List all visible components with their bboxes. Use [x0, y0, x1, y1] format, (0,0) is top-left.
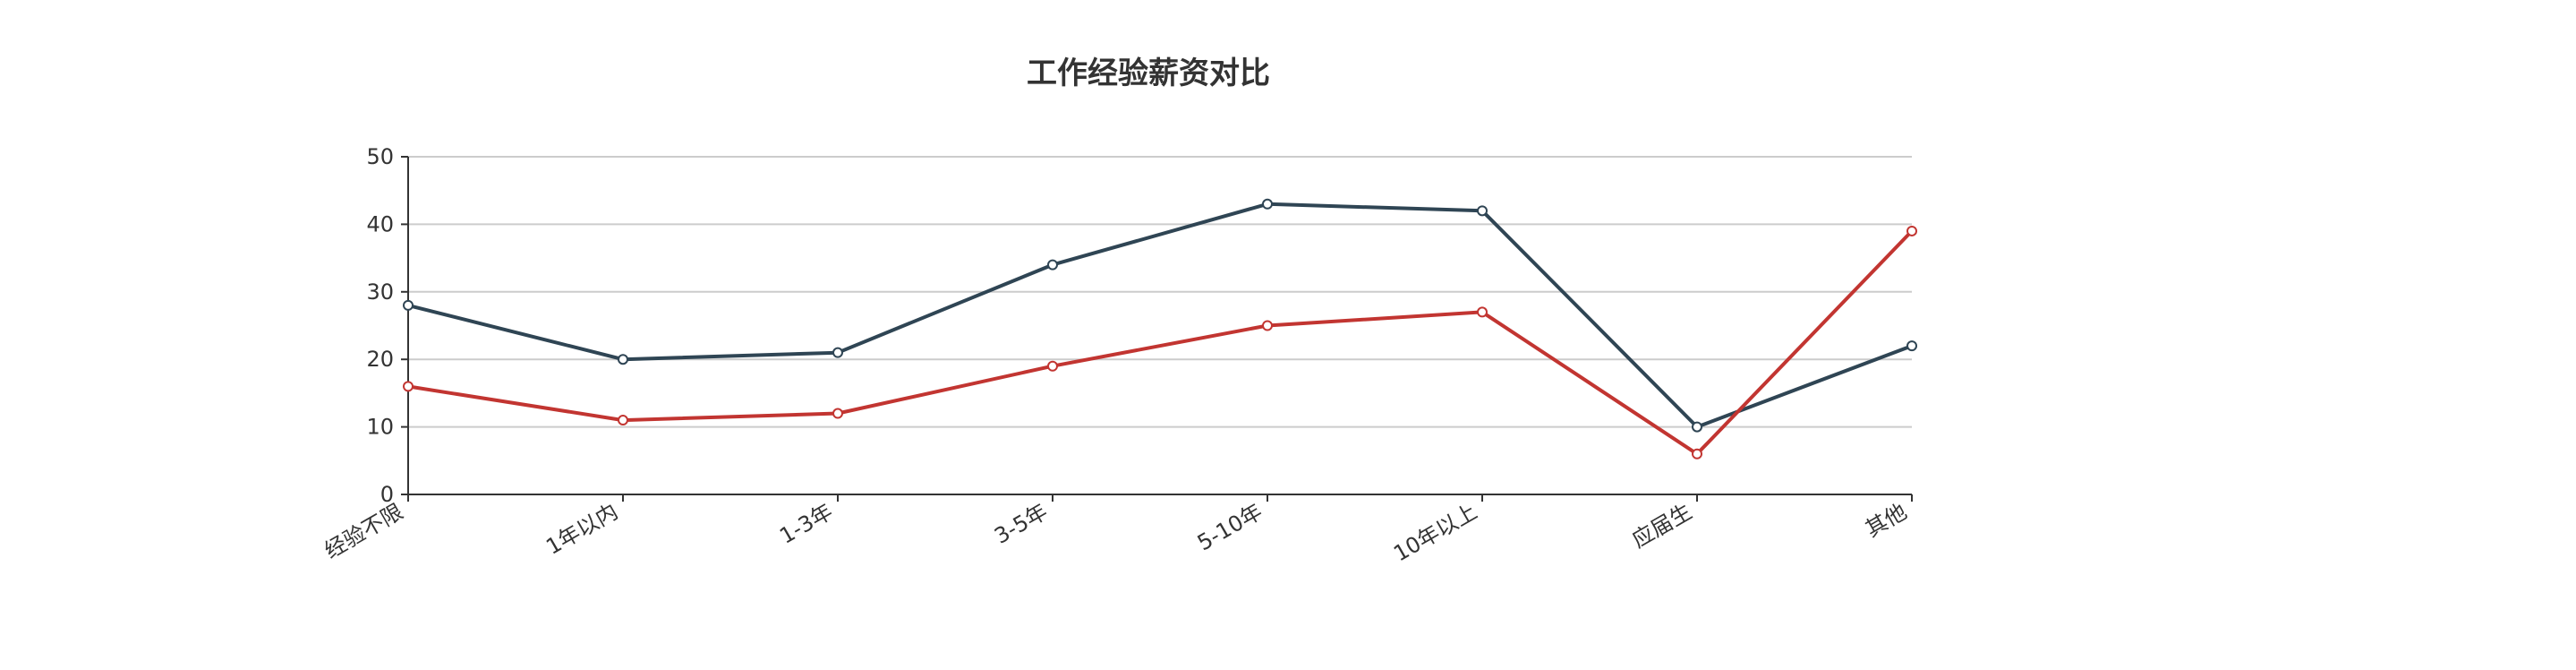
- y-tick-label: 10: [366, 415, 394, 440]
- x-tick-label: 3-5年: [990, 499, 1052, 549]
- series-2-point: [618, 415, 628, 426]
- series-2-point: [1906, 225, 1917, 236]
- x-tick-label: 其他: [1861, 499, 1911, 542]
- y-tick-label: 30: [366, 279, 394, 305]
- y-tick-label: 20: [366, 347, 394, 372]
- y-tick-label: 0: [380, 482, 394, 507]
- series-1-point: [1906, 340, 1917, 352]
- series: [403, 198, 1917, 460]
- series-2-point: [1262, 320, 1273, 331]
- series-2-point: [1477, 306, 1488, 318]
- axes: [407, 157, 1912, 495]
- series-1-point: [403, 299, 414, 311]
- x-tick-label: 5-10年: [1193, 499, 1267, 555]
- series-2-point: [1692, 448, 1702, 460]
- x-tick-label: 1年以内: [542, 499, 622, 560]
- chart-title: 工作经验薪资对比: [1027, 56, 1270, 91]
- series-2-point: [403, 381, 414, 392]
- series-1-point: [1047, 259, 1058, 271]
- gridlines: [408, 156, 1912, 428]
- y-axis-ticks: 0 10 20 30 40 50: [366, 144, 408, 507]
- series-1-line: [407, 202, 1913, 429]
- series-2-point: [832, 408, 843, 419]
- series-2-line: [407, 229, 1914, 456]
- x-tick-label: 经验不限: [320, 499, 407, 563]
- x-tick-label: 10年以上: [1389, 499, 1481, 567]
- y-tick-label: 40: [366, 211, 394, 236]
- x-axis-ticks: 经验不限 1年以内 1-3年 3-5年 5-10年 10年以上 应届生 其他: [320, 494, 1913, 567]
- series-1-point: [1692, 421, 1702, 433]
- series-1-point: [618, 354, 628, 365]
- series-1-point: [832, 347, 843, 358]
- series-2-point: [1047, 360, 1058, 372]
- series-1-point: [1262, 198, 1273, 210]
- y-tick-label: 50: [366, 144, 394, 169]
- x-tick-label: 应届生: [1628, 499, 1696, 553]
- series-1-point: [1477, 205, 1488, 217]
- x-tick-label: 1-3年: [775, 499, 837, 549]
